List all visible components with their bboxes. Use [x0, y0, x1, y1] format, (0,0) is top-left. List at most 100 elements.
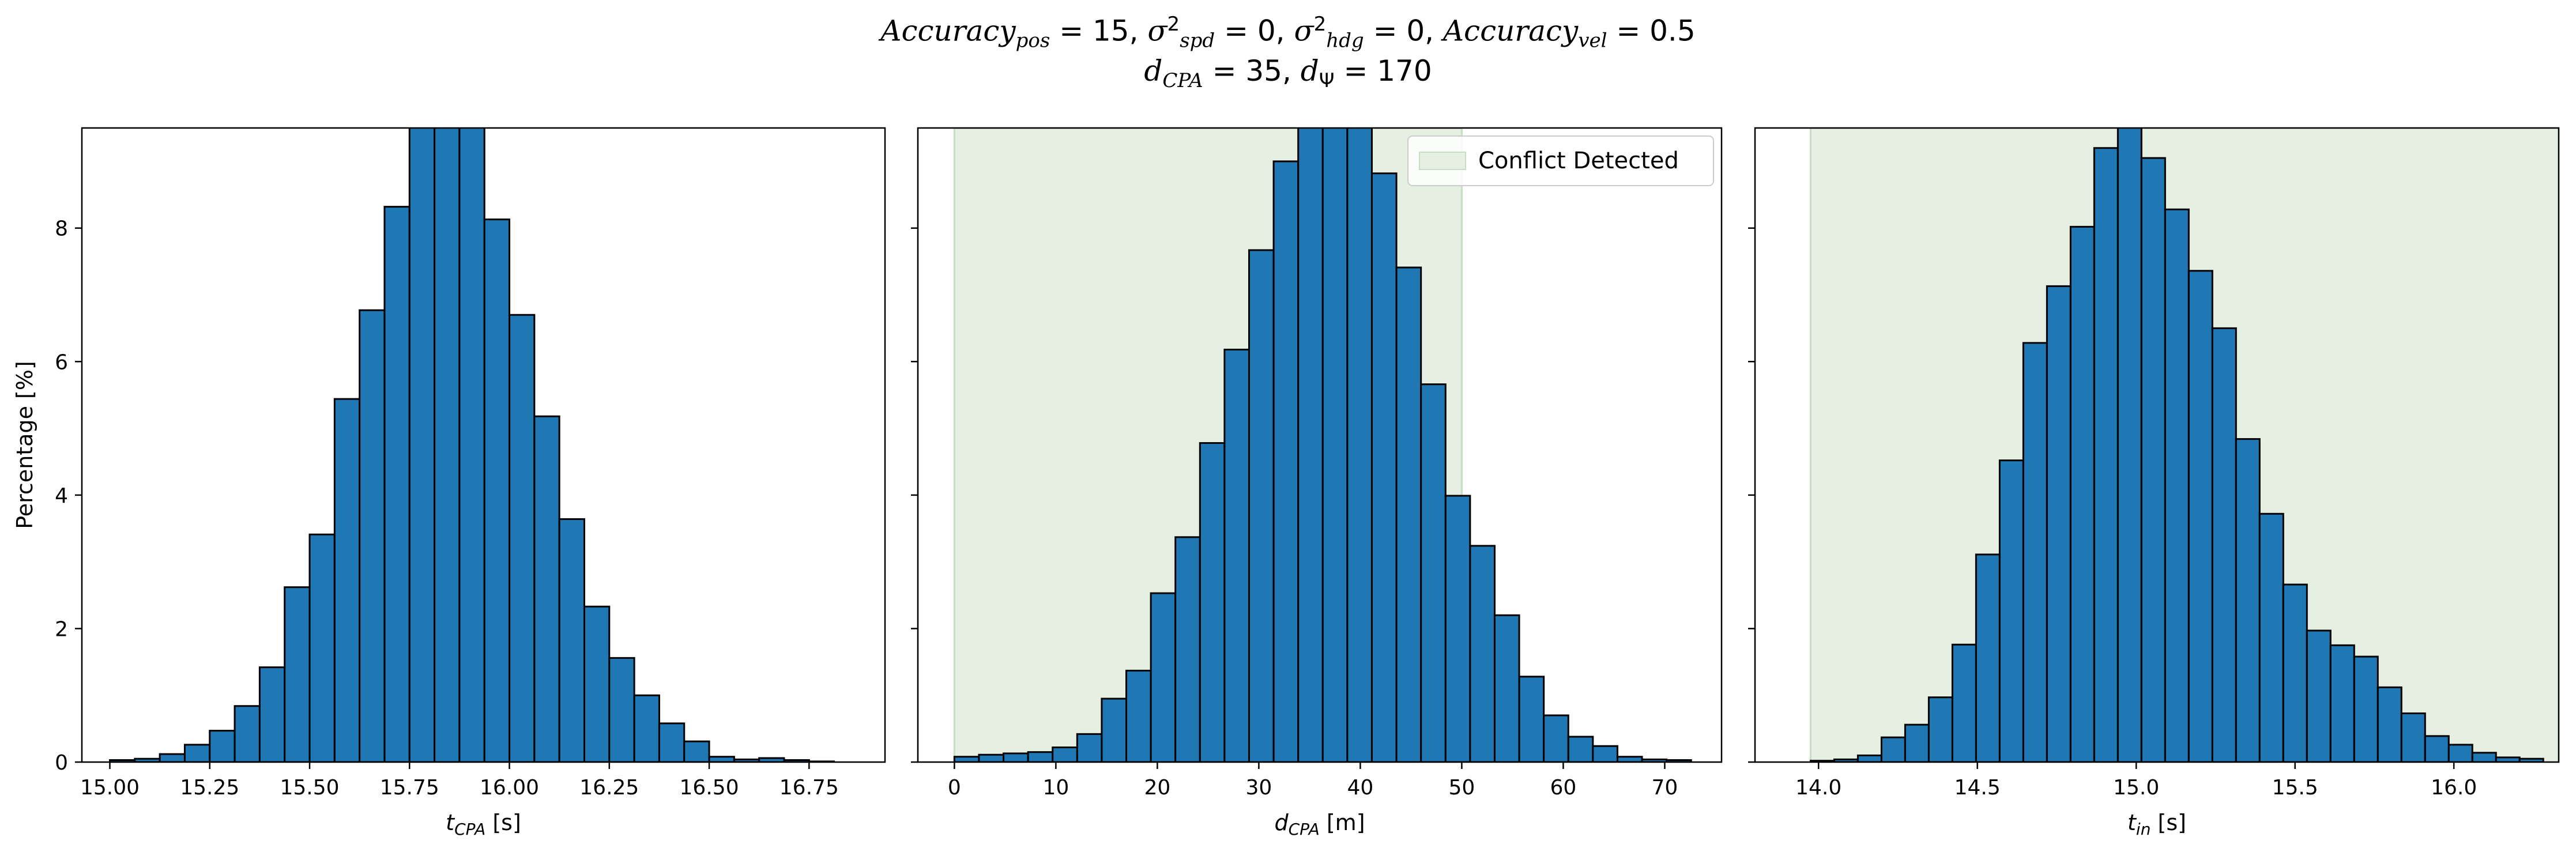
- x-tick-label: 16.50: [680, 776, 739, 800]
- axes-frame: [1754, 127, 2560, 763]
- histogram-bar: [583, 605, 611, 762]
- x-tick-label: 60: [1550, 776, 1577, 800]
- histogram-bar: [2235, 438, 2261, 762]
- plot-area: [953, 128, 1692, 762]
- histogram-bar: [978, 753, 1005, 762]
- x-axis-label: tCPA [s]: [446, 810, 521, 839]
- histogram-bar: [2424, 735, 2450, 762]
- histogram-bar: [1199, 442, 1226, 762]
- x-tick-label: 15.25: [180, 776, 239, 800]
- histogram-bar: [1346, 128, 1373, 762]
- histogram-bar: [1223, 348, 1250, 762]
- figure-title-line-1: Accuracypos = 15, σ2spd = 0, σ2hdg = 0, …: [880, 13, 1696, 52]
- x-tick-label: 70: [1652, 776, 1678, 800]
- y-tick-label: 4: [55, 484, 68, 508]
- histogram-bar: [483, 218, 511, 762]
- x-tick-label: 16.25: [579, 776, 639, 800]
- histogram-bar: [284, 586, 311, 762]
- histogram-bar: [683, 740, 710, 762]
- x-tick-label: 14.5: [1954, 776, 2001, 800]
- histogram-bar: [2400, 712, 2426, 762]
- histogram-bar: [234, 705, 261, 762]
- x-tick-label: 15.00: [80, 776, 140, 800]
- figure-title-line-2: dCPA = 35, dΨ = 170: [1144, 54, 1432, 92]
- histogram-bar: [2140, 157, 2166, 762]
- histogram-bar: [1150, 592, 1177, 762]
- axes-frame: [917, 127, 1723, 763]
- histogram-bar: [1420, 383, 1447, 762]
- chart-panel-3: 14.0 14.5 15.0 15.5 16.0 tin [s]: [1748, 127, 2560, 839]
- histogram-bar: [1052, 747, 1078, 762]
- histogram-bar: [1856, 754, 1882, 762]
- histogram-bar: [2353, 655, 2379, 762]
- histogram-bar: [1493, 614, 1520, 762]
- x-tick-label: 15.75: [380, 776, 439, 800]
- y-tick-label: 6: [55, 350, 68, 374]
- histogram-bar: [1518, 676, 1545, 762]
- histogram-bar: [2069, 225, 2095, 762]
- histogram-bar: [1101, 698, 1128, 762]
- x-tick-label: 15.0: [2113, 776, 2159, 800]
- histogram-bar: [1444, 495, 1471, 762]
- histogram-bar: [1125, 669, 1152, 762]
- axes-frame: [81, 127, 886, 763]
- y-tick-label: 0: [55, 751, 68, 775]
- histogram-bar: [1543, 714, 1569, 762]
- histogram-bar: [1027, 751, 1054, 762]
- histogram-bar: [408, 128, 436, 762]
- x-axis-label: tin [s]: [2127, 810, 2186, 839]
- histogram-bar: [258, 666, 286, 762]
- histogram-bar: [1076, 733, 1103, 762]
- x-tick-label: 15.5: [2272, 776, 2318, 800]
- x-tick-label: 30: [1245, 776, 1272, 800]
- histogram-bar: [159, 753, 186, 762]
- histogram-bar: [1174, 536, 1201, 762]
- histogram-bar: [2022, 342, 2048, 762]
- legend-swatch: [1419, 152, 1466, 170]
- x-tick-label: 15.50: [280, 776, 339, 800]
- legend-label: Conflict Detected: [1478, 148, 1679, 174]
- histogram-bar: [209, 730, 236, 762]
- legend-box: [1407, 135, 1714, 186]
- histogram-bar: [2306, 629, 2332, 762]
- histogram-bar: [2164, 208, 2190, 762]
- histogram-bar: [1927, 696, 1953, 762]
- x-axis-label: dCPA [m]: [1274, 810, 1365, 839]
- histogram-bar: [1370, 172, 1398, 762]
- histogram-bar: [1248, 249, 1275, 762]
- histogram-bar: [2258, 512, 2284, 762]
- plot-area: [1809, 128, 2559, 762]
- histogram-bar: [2093, 147, 2119, 762]
- histogram-bar: [533, 415, 560, 762]
- histogram-bar: [1666, 759, 1692, 762]
- histogram-bar: [1592, 745, 1618, 762]
- histogram-bar: [1880, 736, 1906, 762]
- histogram-bar: [2211, 327, 2237, 762]
- histogram-bar: [658, 722, 686, 762]
- histogram-bar: [1469, 545, 1496, 762]
- histogram-bar: [953, 756, 980, 762]
- chart-panel-2: 0 10 20 30 40 50 60 70 dCPA [m] Conflict Detected: [911, 127, 1723, 839]
- x-tick-label: 10: [1042, 776, 1069, 800]
- histogram-bar: [458, 128, 485, 762]
- histogram-bar: [1003, 752, 1029, 762]
- x-tick-label: 16.00: [480, 776, 539, 800]
- histogram-bar: [2046, 285, 2072, 762]
- histogram-bar: [633, 694, 660, 762]
- x-tick-label: 50: [1449, 776, 1475, 800]
- histogram-bar: [1297, 128, 1324, 762]
- histogram-bar: [1975, 553, 2001, 762]
- x-tick-label: 14.0: [1795, 776, 1841, 800]
- histogram-bar: [2471, 752, 2497, 762]
- legend: Conflict Detected: [1407, 135, 1714, 186]
- histogram-bar: [333, 398, 361, 762]
- histogram-bar: [1272, 160, 1300, 762]
- histogram-bar: [2116, 128, 2142, 762]
- histogram-bar: [1998, 459, 2024, 762]
- histogram-bar: [1321, 128, 1349, 762]
- histogram-bar: [2282, 583, 2308, 762]
- histogram-bar: [1616, 756, 1643, 762]
- histogram-bar: [2329, 644, 2355, 762]
- histogram-bar: [308, 533, 336, 762]
